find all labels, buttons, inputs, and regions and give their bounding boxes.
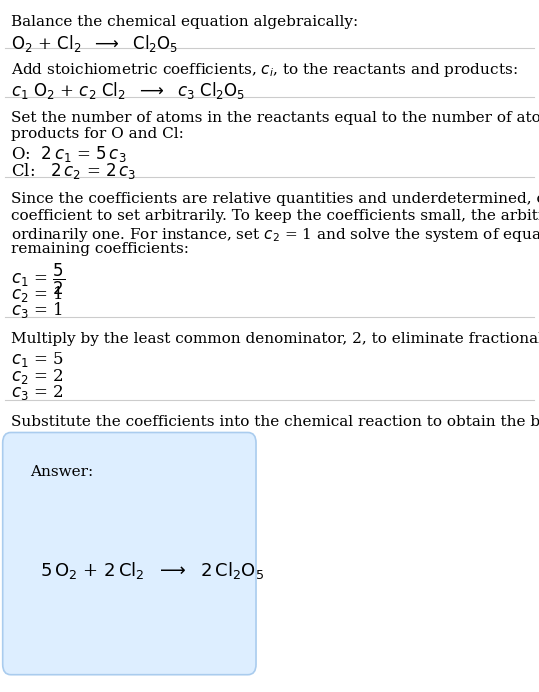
Text: $c_2$ = 2: $c_2$ = 2: [11, 367, 63, 385]
Text: O:  $2\,c_1$ = $5\,c_3$: O: $2\,c_1$ = $5\,c_3$: [11, 144, 126, 164]
Text: $5\,\mathrm{O_2}$ + $2\,\mathrm{Cl_2}$  $\longrightarrow$  $2\,\mathrm{Cl_2O_5}$: $5\,\mathrm{O_2}$ + $2\,\mathrm{Cl_2}$ $…: [40, 561, 265, 581]
Text: $c_1$ = $\dfrac{5}{2}$: $c_1$ = $\dfrac{5}{2}$: [11, 262, 65, 297]
Text: Answer:: Answer:: [30, 465, 93, 479]
Text: $c_1$ $\mathrm{O_2}$ + $c_2$ $\mathrm{Cl_2}$  $\longrightarrow$  $c_3$ $\mathrm{: $c_1$ $\mathrm{O_2}$ + $c_2$ $\mathrm{Cl…: [11, 80, 245, 100]
Text: $c_3$ = 1: $c_3$ = 1: [11, 300, 63, 320]
Text: products for O and Cl:: products for O and Cl:: [11, 127, 184, 141]
Text: $c_1$ = 5: $c_1$ = 5: [11, 350, 64, 369]
Text: remaining coefficients:: remaining coefficients:: [11, 242, 189, 256]
Text: Balance the chemical equation algebraically:: Balance the chemical equation algebraica…: [11, 15, 358, 29]
Text: Since the coefficients are relative quantities and underdetermined, choose a: Since the coefficients are relative quan…: [11, 192, 539, 206]
Text: equation:: equation:: [11, 432, 84, 446]
Text: Multiply by the least common denominator, 2, to eliminate fractional coefficient: Multiply by the least common denominator…: [11, 332, 539, 346]
Text: $c_3$ = 2: $c_3$ = 2: [11, 383, 63, 402]
Text: ordinarily one. For instance, set $c_2$ = 1 and solve the system of equations fo: ordinarily one. For instance, set $c_2$ …: [11, 226, 539, 244]
Text: $\mathrm{O_2}$ + $\mathrm{Cl_2}$  $\longrightarrow$  $\mathrm{Cl_2O_5}$: $\mathrm{O_2}$ + $\mathrm{Cl_2}$ $\longr…: [11, 33, 178, 54]
FancyBboxPatch shape: [3, 432, 256, 675]
Text: Set the number of atoms in the reactants equal to the number of atoms in the: Set the number of atoms in the reactants…: [11, 111, 539, 125]
Text: $c_2$ = 1: $c_2$ = 1: [11, 284, 63, 304]
Text: Add stoichiometric coefficients, $c_i$, to the reactants and products:: Add stoichiometric coefficients, $c_i$, …: [11, 61, 517, 79]
Text: Substitute the coefficients into the chemical reaction to obtain the balanced: Substitute the coefficients into the che…: [11, 415, 539, 429]
Text: coefficient to set arbitrarily. To keep the coefficients small, the arbitrary va: coefficient to set arbitrarily. To keep …: [11, 209, 539, 223]
Text: Cl:   $2\,c_2$ = $2\,c_3$: Cl: $2\,c_2$ = $2\,c_3$: [11, 161, 136, 181]
